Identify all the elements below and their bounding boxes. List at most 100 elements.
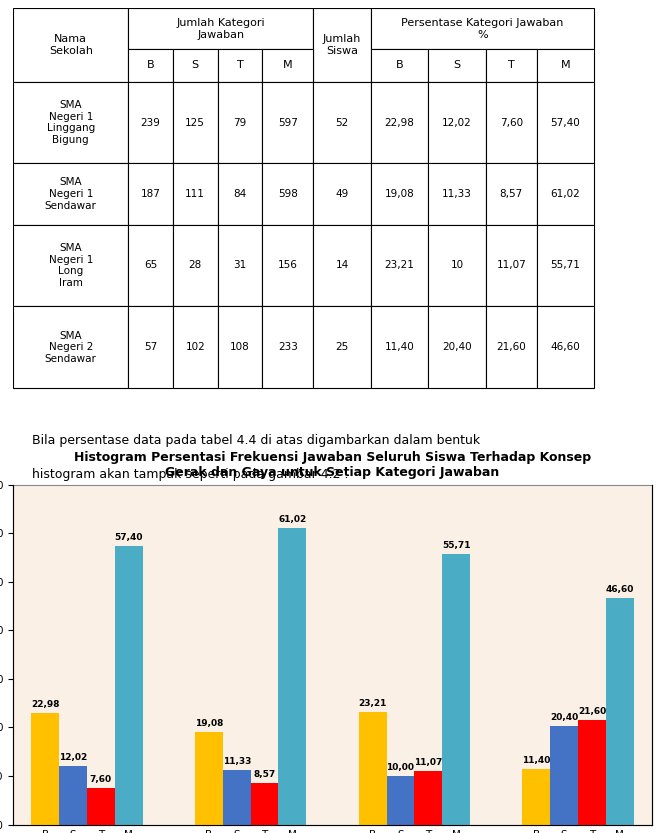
Text: 28: 28 [189, 261, 202, 271]
Bar [262, 307, 313, 388]
Bar [217, 225, 262, 307]
Bar [537, 225, 595, 307]
Text: SMA
Negeri 1
Sendawar: SMA Negeri 1 Sendawar [45, 177, 96, 211]
Text: 46,60: 46,60 [606, 586, 634, 595]
Bar [195, 732, 223, 825]
Text: 57,40: 57,40 [114, 533, 143, 542]
Bar [128, 225, 173, 307]
Title: Histogram Persentasi Frekuensi Jawaban Seluruh Siswa Terhadap Konsep
Gerak dan G: Histogram Persentasi Frekuensi Jawaban S… [74, 451, 591, 479]
Bar [173, 225, 217, 307]
Text: 8,57: 8,57 [253, 771, 276, 779]
Text: 598: 598 [278, 189, 298, 199]
Text: S: S [454, 61, 461, 71]
Bar [371, 49, 428, 82]
Text: 14: 14 [335, 261, 348, 271]
Bar [262, 163, 313, 225]
Text: Persentase Kategori Jawaban
%: Persentase Kategori Jawaban % [402, 18, 564, 39]
Text: 12,02: 12,02 [442, 117, 472, 127]
Text: T: T [508, 61, 515, 71]
Text: 25: 25 [335, 342, 348, 352]
Text: 11,33: 11,33 [442, 189, 472, 199]
Bar [485, 49, 537, 82]
Text: 21,60: 21,60 [496, 342, 526, 352]
Bar [128, 82, 173, 163]
Text: 46,60: 46,60 [551, 342, 581, 352]
Bar [313, 225, 371, 307]
Text: 10: 10 [450, 261, 464, 271]
Bar [537, 82, 595, 163]
Text: SMA
Negeri 1
Long
Iram: SMA Negeri 1 Long Iram [49, 243, 93, 288]
Text: 19,08: 19,08 [195, 719, 223, 728]
Text: Jumlah
Siswa: Jumlah Siswa [323, 34, 361, 56]
Bar [537, 307, 595, 388]
Bar [550, 726, 578, 825]
Bar [537, 163, 595, 225]
Text: 52: 52 [335, 117, 348, 127]
Text: 8,57: 8,57 [499, 189, 523, 199]
Bar [251, 783, 279, 825]
Bar [13, 163, 128, 225]
Bar [13, 8, 128, 82]
Text: Nama
Sekolah: Nama Sekolah [49, 34, 92, 56]
Text: S: S [192, 61, 199, 71]
Text: 65: 65 [144, 261, 157, 271]
Bar [279, 528, 307, 825]
Text: 21,60: 21,60 [578, 707, 606, 716]
Bar [442, 554, 470, 825]
Text: 23,21: 23,21 [384, 261, 414, 271]
Bar [313, 8, 371, 82]
Bar [428, 225, 485, 307]
Bar [262, 82, 313, 163]
Text: 61,02: 61,02 [551, 189, 581, 199]
Bar [173, 307, 217, 388]
Text: 61,02: 61,02 [278, 516, 307, 524]
Bar [578, 720, 606, 825]
Text: B: B [396, 61, 404, 71]
Text: 10,00: 10,00 [386, 763, 414, 772]
Bar [428, 82, 485, 163]
Bar [523, 770, 550, 825]
Text: 84: 84 [233, 189, 247, 199]
Bar [217, 82, 262, 163]
Text: 239: 239 [140, 117, 160, 127]
Bar [537, 49, 595, 82]
Bar [428, 49, 485, 82]
Bar [13, 225, 128, 307]
Text: 57,40: 57,40 [551, 117, 581, 127]
Text: M: M [561, 61, 571, 71]
Text: 11,40: 11,40 [522, 756, 551, 766]
Bar [386, 776, 414, 825]
Bar [173, 49, 217, 82]
Bar [217, 307, 262, 388]
Bar [371, 307, 428, 388]
Text: 11,07: 11,07 [496, 261, 526, 271]
Bar [371, 82, 428, 163]
Text: 11,07: 11,07 [414, 758, 442, 767]
Text: T: T [237, 61, 243, 71]
Bar [128, 8, 313, 49]
Bar [217, 163, 262, 225]
Bar [428, 163, 485, 225]
Text: 187: 187 [140, 189, 160, 199]
Text: 111: 111 [186, 189, 205, 199]
Bar [428, 307, 485, 388]
Text: 22,98: 22,98 [31, 700, 59, 709]
Text: 31: 31 [233, 261, 247, 271]
Text: 55,71: 55,71 [442, 541, 470, 550]
Bar [606, 598, 634, 825]
Bar [128, 307, 173, 388]
Text: 22,98: 22,98 [384, 117, 414, 127]
Text: 79: 79 [233, 117, 247, 127]
Text: 49: 49 [335, 189, 348, 199]
Text: SMA
Negeri 2
Sendawar: SMA Negeri 2 Sendawar [45, 331, 96, 364]
Bar [262, 225, 313, 307]
Bar [371, 163, 428, 225]
Bar [414, 771, 442, 825]
Text: 20,40: 20,40 [442, 342, 471, 352]
Text: B: B [147, 61, 154, 71]
Bar [371, 225, 428, 307]
Text: 23,21: 23,21 [358, 699, 387, 708]
Text: Jumlah Kategori
Jawaban: Jumlah Kategori Jawaban [176, 18, 265, 39]
Text: 19,08: 19,08 [384, 189, 414, 199]
Text: 597: 597 [278, 117, 298, 127]
